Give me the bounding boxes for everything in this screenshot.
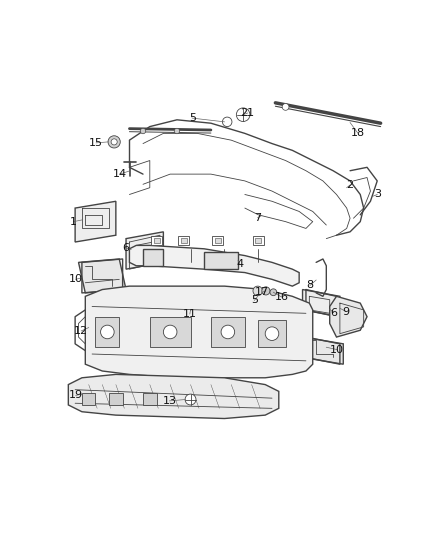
Text: 6: 6 bbox=[123, 243, 130, 253]
Bar bbox=[109, 393, 123, 405]
Bar bbox=[154, 238, 159, 243]
Bar bbox=[181, 238, 187, 243]
Text: 8: 8 bbox=[307, 280, 314, 290]
Text: 16: 16 bbox=[275, 292, 289, 302]
Circle shape bbox=[163, 325, 177, 339]
Text: 9: 9 bbox=[343, 306, 350, 317]
Circle shape bbox=[221, 325, 235, 339]
Circle shape bbox=[253, 286, 262, 296]
Bar bbox=[255, 238, 261, 243]
Circle shape bbox=[101, 325, 114, 339]
Circle shape bbox=[265, 327, 279, 341]
Bar bbox=[82, 393, 95, 405]
Circle shape bbox=[174, 128, 180, 134]
Text: 13: 13 bbox=[162, 396, 177, 406]
Text: 14: 14 bbox=[113, 169, 127, 179]
Bar bbox=[258, 320, 286, 347]
Circle shape bbox=[282, 103, 289, 110]
Polygon shape bbox=[78, 259, 126, 293]
Text: 18: 18 bbox=[350, 128, 364, 138]
Polygon shape bbox=[143, 249, 163, 266]
Circle shape bbox=[262, 287, 270, 295]
Circle shape bbox=[108, 136, 120, 148]
Circle shape bbox=[140, 128, 146, 134]
Text: 17: 17 bbox=[255, 287, 269, 297]
Text: 12: 12 bbox=[74, 326, 88, 336]
Polygon shape bbox=[204, 252, 238, 269]
Text: 1: 1 bbox=[70, 216, 77, 227]
Text: 5: 5 bbox=[189, 113, 196, 123]
Bar bbox=[253, 236, 264, 245]
Bar bbox=[212, 236, 223, 245]
Polygon shape bbox=[303, 337, 343, 364]
Polygon shape bbox=[85, 286, 313, 378]
Circle shape bbox=[185, 394, 196, 405]
Text: 19: 19 bbox=[69, 391, 83, 400]
Text: 4: 4 bbox=[236, 259, 244, 269]
Bar bbox=[178, 236, 189, 245]
Text: 10: 10 bbox=[330, 345, 344, 354]
Text: 3: 3 bbox=[374, 190, 381, 199]
Text: 5: 5 bbox=[251, 295, 258, 305]
Polygon shape bbox=[75, 201, 116, 242]
Polygon shape bbox=[130, 245, 299, 286]
Text: 21: 21 bbox=[240, 108, 254, 118]
Bar bbox=[143, 393, 157, 405]
Polygon shape bbox=[126, 232, 163, 269]
Bar bbox=[95, 317, 119, 347]
Polygon shape bbox=[68, 374, 279, 418]
Text: 7: 7 bbox=[254, 213, 261, 223]
Bar bbox=[150, 317, 191, 347]
Text: 2: 2 bbox=[346, 180, 353, 190]
Text: 15: 15 bbox=[89, 138, 103, 148]
Bar bbox=[215, 238, 221, 243]
Circle shape bbox=[237, 108, 250, 122]
Bar bbox=[211, 317, 245, 347]
Circle shape bbox=[223, 117, 232, 127]
Polygon shape bbox=[330, 296, 367, 337]
Text: 6: 6 bbox=[330, 308, 337, 318]
Polygon shape bbox=[303, 289, 340, 317]
Bar bbox=[151, 236, 162, 245]
Circle shape bbox=[111, 139, 117, 145]
Circle shape bbox=[270, 289, 277, 296]
Text: 11: 11 bbox=[183, 309, 197, 319]
Text: 10: 10 bbox=[69, 274, 83, 284]
